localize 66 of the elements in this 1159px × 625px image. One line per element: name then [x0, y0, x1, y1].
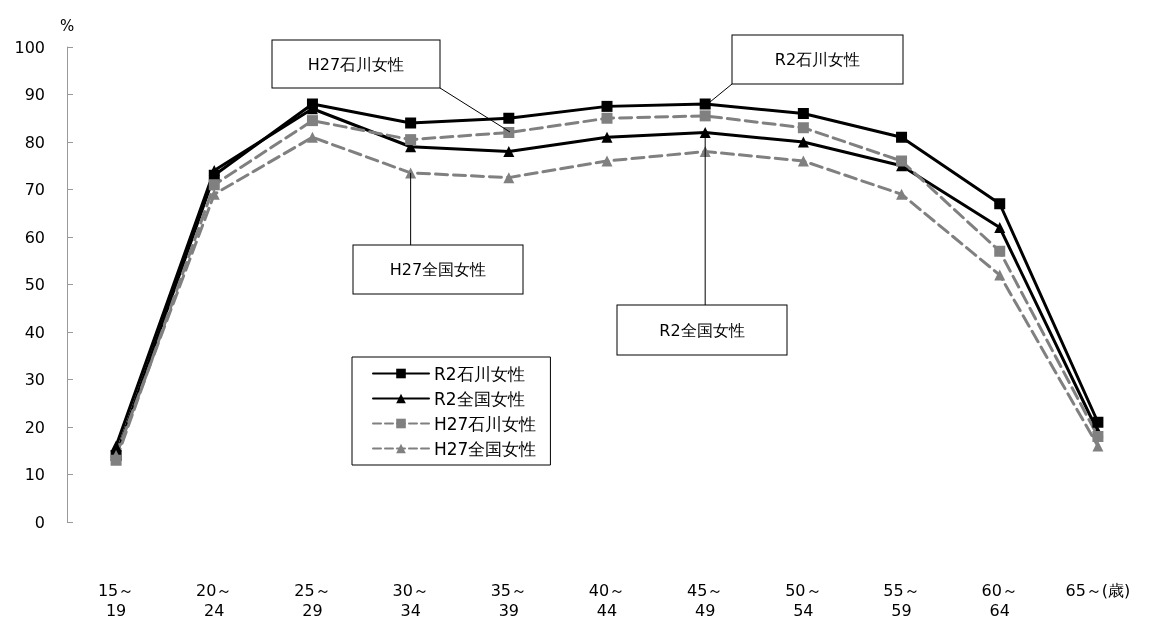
point: [896, 188, 908, 200]
x-tick-label: 35～ 39: [490, 580, 527, 620]
point: [208, 165, 220, 176]
x-tick-label: 25～ 29: [294, 580, 331, 620]
point: [994, 222, 1006, 233]
point: [994, 198, 1006, 210]
point: [699, 127, 711, 138]
legend-label: R2石川女性: [434, 363, 525, 384]
point: [896, 131, 908, 143]
x-tick-label: 15～ 19: [97, 580, 135, 620]
y-tick-label: 30: [24, 370, 45, 389]
y-tick-label: 20: [24, 417, 45, 437]
point: [503, 146, 515, 157]
point: [699, 110, 711, 122]
point: [994, 269, 1006, 281]
point: [896, 155, 908, 167]
point: [797, 108, 809, 119]
x-tick-label: 65～(歳): [1065, 580, 1131, 600]
x-tick-label: 50～ 54: [785, 580, 822, 620]
y-tick-label: 50: [24, 275, 45, 294]
y-tick-label: 40: [24, 322, 45, 342]
y-tick-label: 60: [24, 227, 45, 247]
annotation: H27石川女性: [307, 54, 405, 74]
point: [503, 127, 515, 138]
point: [699, 98, 711, 110]
callout: R2全国女性: [616, 132, 788, 356]
point: [306, 115, 318, 127]
legend-label: H27全国女性: [434, 438, 537, 459]
point: [601, 112, 613, 124]
point: [405, 134, 417, 146]
point: [503, 112, 515, 124]
point: [797, 122, 809, 134]
y-tick-label: 90: [24, 85, 45, 104]
point: [405, 117, 417, 129]
x-tick-label: 20～ 24: [196, 580, 233, 620]
point: [110, 440, 122, 452]
point: [601, 131, 613, 143]
legend-label: H27石川女性: [434, 413, 537, 434]
point: [797, 155, 809, 167]
point: [601, 100, 613, 112]
point: [797, 136, 809, 148]
callout: R2石川女性: [709, 34, 904, 103]
y-tick-label: 80: [24, 132, 45, 152]
point: [994, 245, 1006, 257]
point: [306, 131, 318, 143]
point: [208, 179, 220, 191]
annotation: R2石川女性: [774, 50, 861, 69]
x-tick-label: 55～ 59: [883, 580, 920, 620]
legend-label: R2全国女性: [434, 388, 525, 409]
y-tick-label: 100: [14, 37, 45, 57]
callout: H27全国女性: [352, 172, 524, 295]
y-tick-label: 70: [24, 180, 45, 199]
point: [1092, 431, 1104, 442]
x-tick-label: 60～ 64: [981, 580, 1018, 620]
point: [503, 172, 515, 184]
y-tick-label: 10: [24, 465, 45, 484]
point: [1092, 416, 1104, 428]
x-tick-label: 30～ 34: [392, 580, 429, 620]
x-tick-label: 40～ 44: [588, 580, 626, 620]
point: [601, 155, 613, 167]
callout: H27石川女性: [271, 39, 511, 133]
x-tick-label: 45～ 49: [687, 580, 724, 620]
annotation: H27全国女性: [389, 260, 487, 279]
annotation: R2全国女性: [659, 320, 745, 340]
y-tick-label: 0: [34, 512, 45, 532]
y-axis-title: %: [59, 16, 75, 35]
